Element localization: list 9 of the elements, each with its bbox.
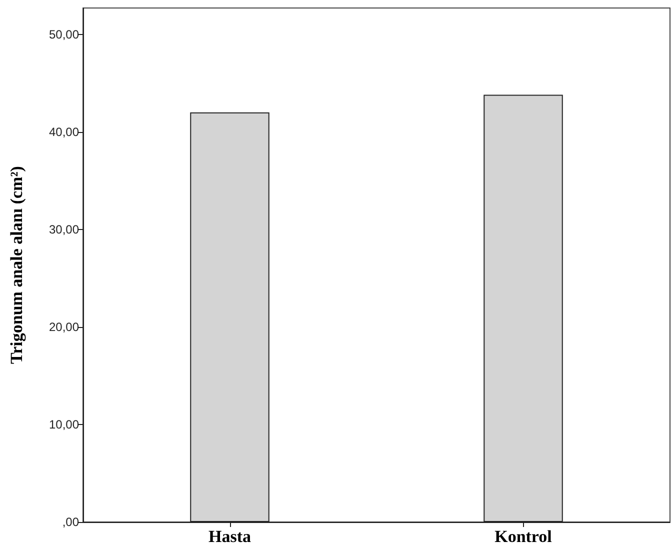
y-tick-label: 50,00 bbox=[48, 27, 80, 42]
y-tick-label: 10,00 bbox=[48, 417, 80, 432]
y-tick-label: 40,00 bbox=[48, 124, 80, 139]
y-axis-title: Trigonum anale alanı (cm²) bbox=[7, 166, 26, 364]
x-tick-label: Kontrol bbox=[494, 527, 552, 546]
y-tick-label: ,00 bbox=[62, 515, 80, 529]
y-tick-label: 30,00 bbox=[48, 222, 80, 236]
x-tick-label: Hasta bbox=[208, 527, 252, 546]
y-tick-label: 20,00 bbox=[48, 320, 80, 334]
